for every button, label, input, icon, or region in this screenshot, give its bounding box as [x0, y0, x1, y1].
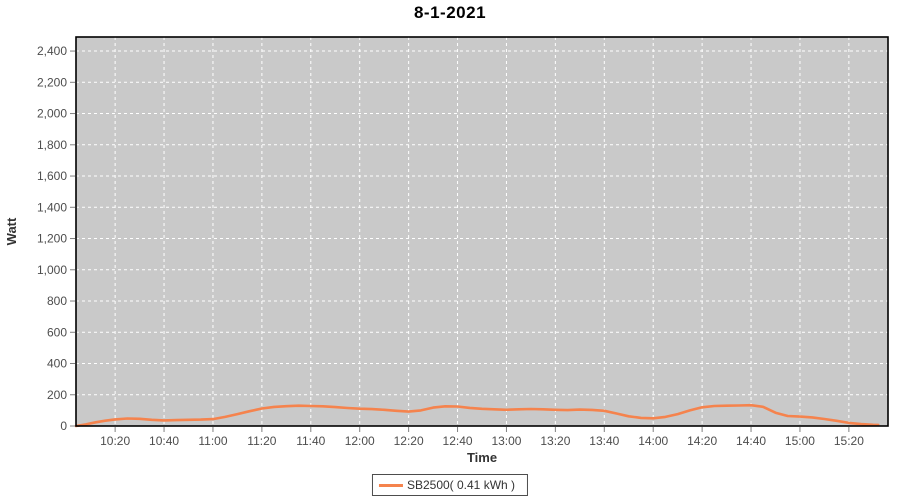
y-tick-label: 1,000	[37, 263, 67, 277]
x-tick-label: 12:20	[394, 434, 424, 448]
x-tick-label: 10:40	[149, 434, 179, 448]
y-tick-label: 0	[60, 419, 67, 433]
y-tick-label: 800	[47, 294, 67, 308]
y-tick-label: 1,200	[37, 232, 67, 246]
x-tick-label: 14:00	[638, 434, 668, 448]
x-tick-label: 12:40	[443, 434, 473, 448]
y-tick-label: 1,800	[37, 138, 67, 152]
x-tick-label: 15:20	[834, 434, 864, 448]
y-tick-label: 2,200	[37, 75, 67, 89]
series-line	[74, 403, 880, 428]
y-tick-label: 400	[47, 357, 67, 371]
x-tick-label: 14:20	[687, 434, 717, 448]
legend-label: SB2500( 0.41 kWh )	[406, 478, 516, 492]
x-axis-title: Time	[467, 450, 497, 465]
x-tick-label: 15:00	[785, 434, 815, 448]
x-tick-label: 12:00	[345, 434, 375, 448]
y-tick-label: 2,000	[37, 107, 67, 121]
series-line-swatch	[378, 483, 403, 487]
y-tick-label: 200	[47, 388, 67, 402]
x-tick-label: 11:00	[198, 434, 227, 448]
y-tick-label: 2,400	[37, 44, 67, 58]
x-tick-label: 10:20	[100, 434, 130, 448]
x-axis: 10:20 10:40 11:00 11:20 11:40 12:00 12:20 12:40…	[100, 427, 864, 448]
x-tick-label: 11:20	[247, 434, 276, 448]
legend: SB2500( 0.41 kWh )	[371, 474, 529, 496]
y-axis-title: Watt	[4, 217, 19, 245]
y-tick-label: 1,400	[37, 200, 67, 214]
chart-title: 8-1-2021	[413, 3, 487, 22]
plot-border	[75, 36, 889, 427]
x-tick-label: 13:20	[540, 434, 570, 448]
y-tick-label: 600	[47, 325, 67, 339]
y-axis: 0 200 400 600 800 1,000 1,200 1,400 1,600 1,800 2,…	[37, 44, 75, 433]
plot-area	[76, 37, 888, 426]
x-tick-label: 14:40	[736, 434, 766, 448]
x-tick-label: 13:40	[589, 434, 619, 448]
x-tick-label: 13:00	[491, 434, 521, 448]
y-tick-label: 1,600	[37, 169, 67, 183]
gridlines	[76, 37, 888, 426]
x-tick-label: 11:40	[296, 434, 325, 448]
